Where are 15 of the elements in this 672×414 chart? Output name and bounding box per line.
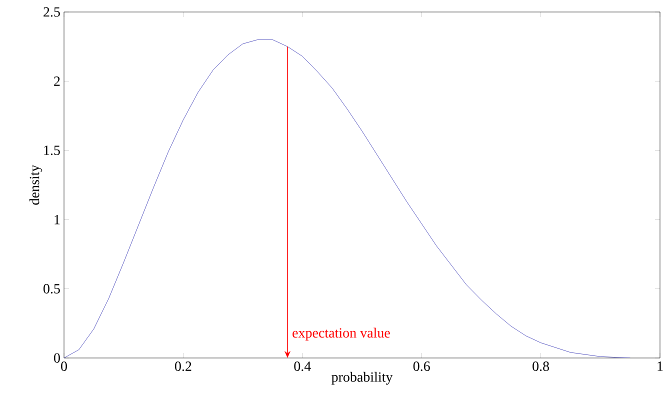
x-tick-label: 0.2 <box>174 362 192 372</box>
y-tick-label: 2 <box>54 76 60 86</box>
y-tick-label: 2.5 <box>44 7 60 17</box>
y-tick-label: 0 <box>54 353 60 363</box>
annotation: expectation value <box>292 328 390 340</box>
y-tick-label: 1.5 <box>44 146 60 156</box>
y-axis-title: density <box>29 164 42 205</box>
x-tick-label: 0.8 <box>532 362 550 372</box>
x-tick-label: 0 <box>61 362 67 371</box>
x-axis-title: probability <box>332 372 393 385</box>
y-tick-label: 0.5 <box>44 284 60 294</box>
x-tick-label: 1 <box>658 362 663 371</box>
y-tick-label: 1 <box>54 214 60 224</box>
x-tick-label: 0.6 <box>413 362 430 372</box>
x-tick-label: 0.4 <box>294 362 311 372</box>
